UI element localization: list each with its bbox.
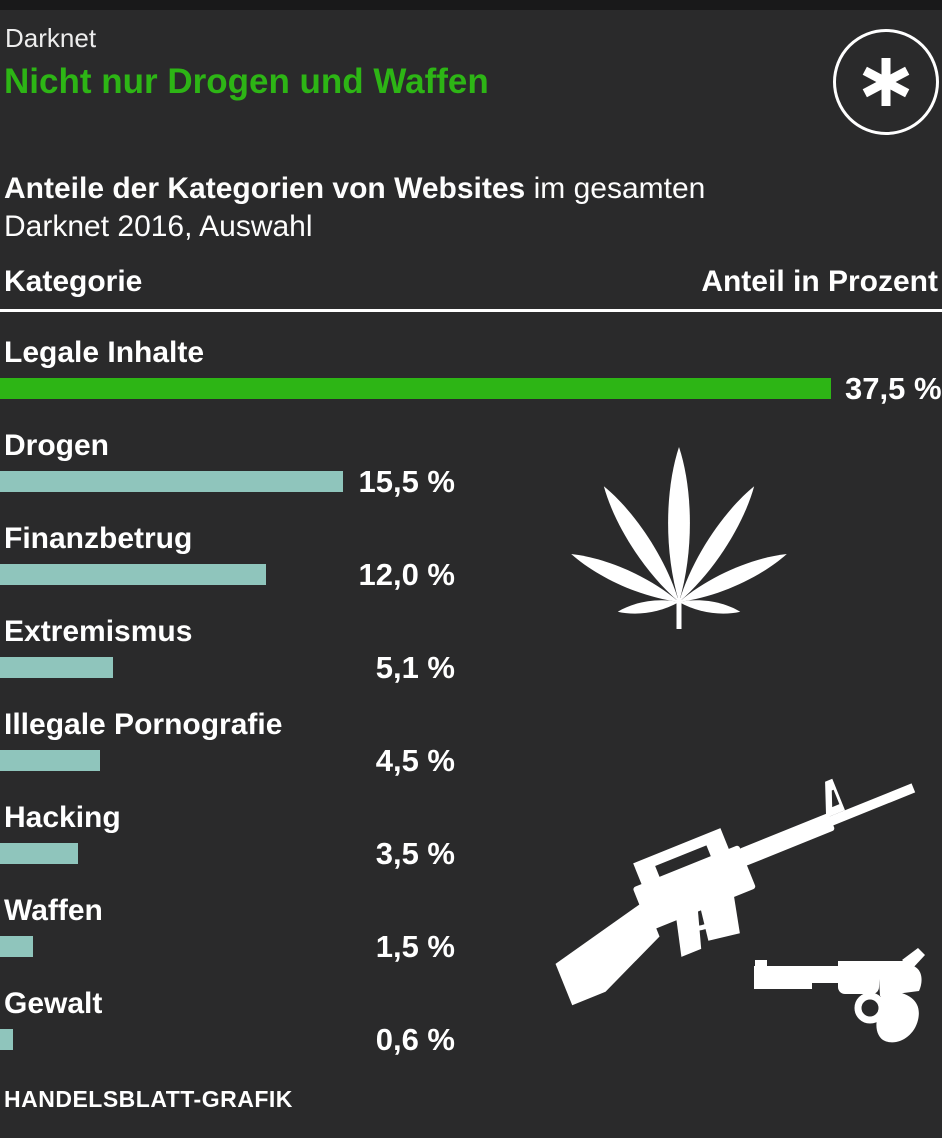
value-label: 4,5 %: [375, 743, 455, 778]
bar: [0, 1029, 14, 1050]
chart-row: Hacking 3,5 %: [0, 803, 942, 896]
category-label: Extremismus: [4, 615, 193, 648]
value-label: 1,5 %: [375, 929, 455, 964]
column-header-category: Kategorie: [4, 265, 143, 298]
bar: [0, 657, 114, 678]
bar: [0, 471, 344, 492]
subtitle-bold: Anteile der Kategorien von Websites: [4, 172, 526, 205]
bar: [0, 936, 34, 957]
value-label: 15,5 %: [358, 464, 455, 499]
bar: [0, 564, 266, 585]
source-credit: HANDELSBLATT-GRAFIK: [4, 1086, 293, 1112]
column-header-value: Anteil in Prozent: [701, 265, 938, 298]
category-label: Hacking: [4, 801, 121, 834]
chart-row: Illegale Pornografie 4,5 %: [0, 710, 942, 803]
asterisk-circle-icon: [833, 29, 939, 135]
chart-row: Extremismus 5,1 %: [0, 617, 942, 710]
value-label: 3,5 %: [375, 836, 455, 871]
subtitle-line2: Darknet 2016, Auswahl: [4, 210, 313, 243]
revolver-icon: [754, 948, 925, 1043]
value-label: 12,0 %: [358, 557, 455, 592]
bar: [0, 378, 831, 399]
kicker: Darknet: [5, 23, 97, 53]
chart-row: Legale Inhalte 37,5 %: [0, 338, 942, 431]
category-label: Finanzbetrug: [4, 522, 193, 555]
chart-subtitle: Anteile der Kategorien von Websites im g…: [4, 170, 705, 246]
category-label: Drogen: [4, 429, 109, 462]
value-label: 37,5 %: [845, 371, 942, 406]
bar: [0, 750, 100, 771]
value-label: 5,1 %: [375, 650, 455, 685]
bar: [0, 843, 78, 864]
category-label: Gewalt: [4, 987, 103, 1020]
chart-row: Gewalt 0,6 %: [0, 989, 942, 1082]
value-label: 0,6 %: [375, 1022, 455, 1057]
category-label: Legale Inhalte: [4, 336, 205, 369]
page-title: Nicht nur Drogen und Waffen: [4, 62, 489, 101]
chart-row: Drogen 15,5 %: [0, 431, 942, 524]
header-rule: [0, 309, 942, 312]
top-strip: [0, 0, 942, 10]
rifle-icon: [555, 778, 916, 1006]
category-label: Illegale Pornografie: [4, 708, 283, 741]
category-label: Waffen: [4, 894, 103, 927]
subtitle-rest: im gesamten: [525, 172, 706, 205]
chart-row: Finanzbetrug 12,0 %: [0, 524, 942, 617]
chart-row: Waffen 1,5 %: [0, 896, 942, 989]
cannabis-leaf-icon: [571, 447, 787, 629]
